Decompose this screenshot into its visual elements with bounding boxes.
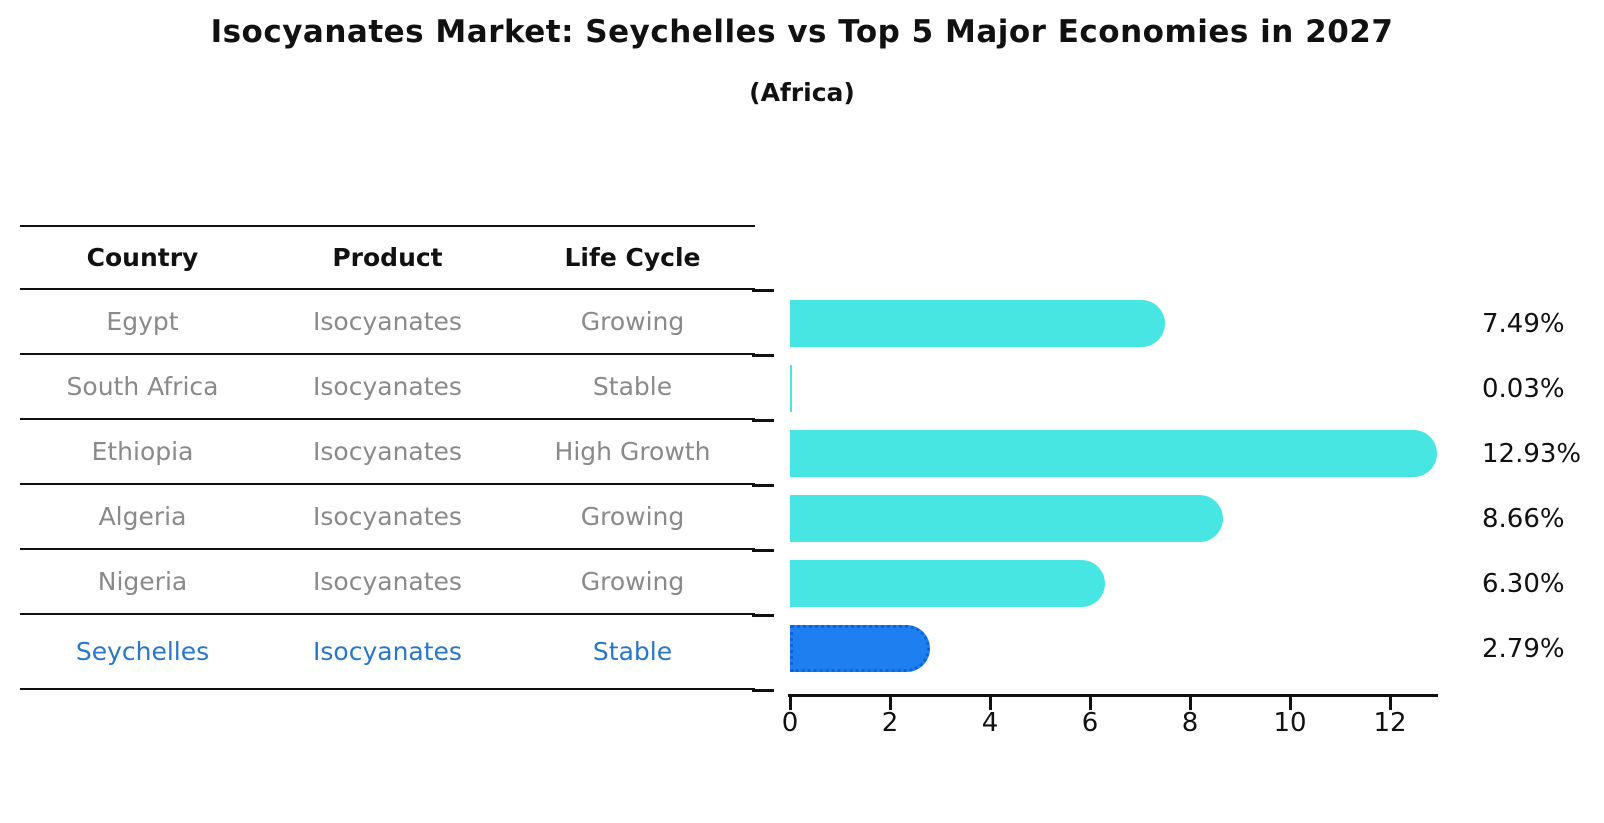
y-axis-tick — [752, 614, 774, 617]
x-axis-tick — [1288, 697, 1292, 710]
bar-algeria — [790, 495, 1223, 542]
value-label-seychelles: 2.79% — [1482, 634, 1565, 664]
bar-egypt — [790, 300, 1165, 347]
x-axis-tick — [888, 697, 892, 710]
y-axis-tick — [752, 484, 774, 487]
cell-country: Nigeria — [97, 567, 188, 596]
table-row-egypt: Egypt Isocyanates Growing — [20, 290, 755, 355]
cell-lifecycle: Stable — [592, 372, 673, 401]
x-axis-tick-label: 8 — [1181, 708, 1199, 738]
x-axis-tick — [1088, 697, 1092, 710]
x-axis-tick-label: 0 — [781, 708, 799, 738]
y-axis-tick — [752, 419, 774, 422]
bar-ethiopia — [790, 430, 1437, 477]
table-row-south-africa: South Africa Isocyanates Stable — [20, 355, 755, 420]
bar-row-south-africa: 0.03% — [790, 365, 1600, 412]
cell-country: South Africa — [66, 372, 219, 401]
cell-product: Isocyanates — [313, 567, 462, 596]
bar-row-nigeria: 6.30% — [790, 560, 1600, 607]
x-axis-tick — [988, 697, 992, 710]
table-row-ethiopia: Ethiopia Isocyanates High Growth — [20, 420, 755, 485]
y-axis-tick — [752, 689, 774, 692]
bar-seychelles-highlighted — [790, 625, 930, 672]
cell-lifecycle: High Growth — [554, 437, 711, 466]
cell-product: Isocyanates — [313, 637, 462, 666]
bar-south-africa — [790, 365, 792, 412]
country-table: Country Product Life Cycle Egypt Isocyan… — [20, 225, 755, 690]
table-row-nigeria: Nigeria Isocyanates Growing — [20, 550, 755, 615]
chart-subtitle: (Africa) — [749, 78, 855, 107]
cell-lifecycle: Growing — [580, 307, 685, 336]
y-axis-tick — [752, 289, 774, 292]
cell-product: Isocyanates — [313, 437, 462, 466]
y-axis-tick — [752, 549, 774, 552]
table-row-seychelles: Seychelles Isocyanates Stable — [20, 615, 755, 690]
bar-nigeria — [790, 560, 1105, 607]
cell-lifecycle: Stable — [592, 637, 673, 666]
x-axis-tick-label: 4 — [981, 708, 999, 738]
cell-lifecycle: Growing — [580, 502, 685, 531]
bar-row-ethiopia: 12.93% — [790, 430, 1600, 477]
cell-country: Seychelles — [75, 637, 210, 666]
value-label-nigeria: 6.30% — [1482, 569, 1565, 599]
cell-product: Isocyanates — [313, 372, 462, 401]
y-axis-tick — [752, 354, 774, 357]
cell-country: Algeria — [98, 502, 187, 531]
value-label-south-africa: 0.03% — [1482, 374, 1565, 404]
table-header-row: Country Product Life Cycle — [20, 225, 755, 290]
bar-row-egypt: 7.49% — [790, 300, 1600, 347]
x-axis-tick-label: 2 — [881, 708, 899, 738]
column-header-country: Country — [86, 243, 199, 272]
value-label-ethiopia: 12.93% — [1482, 439, 1582, 469]
bar-row-seychelles: 2.79% — [790, 625, 1600, 672]
column-header-product: Product — [332, 243, 443, 272]
column-header-lifecycle: Life Cycle — [564, 243, 701, 272]
value-label-egypt: 7.49% — [1482, 309, 1565, 339]
x-axis-tick — [1188, 697, 1192, 710]
value-label-algeria: 8.66% — [1482, 504, 1565, 534]
x-axis-line — [788, 694, 1438, 697]
cell-country: Ethiopia — [91, 437, 194, 466]
x-axis-tick — [788, 697, 792, 710]
x-axis-tick-label: 6 — [1081, 708, 1099, 738]
cell-product: Isocyanates — [313, 307, 462, 336]
x-axis-tick-label: 10 — [1273, 708, 1307, 738]
cell-product: Isocyanates — [313, 502, 462, 531]
chart-title: Isocyanates Market: Seychelles vs Top 5 … — [210, 14, 1394, 50]
bar-row-algeria: 8.66% — [790, 495, 1600, 542]
cell-lifecycle: Growing — [580, 567, 685, 596]
table-row-algeria: Algeria Isocyanates Growing — [20, 485, 755, 550]
cell-country: Egypt — [106, 307, 179, 336]
x-axis-tick — [1388, 697, 1392, 710]
x-axis-tick-label: 12 — [1373, 708, 1407, 738]
